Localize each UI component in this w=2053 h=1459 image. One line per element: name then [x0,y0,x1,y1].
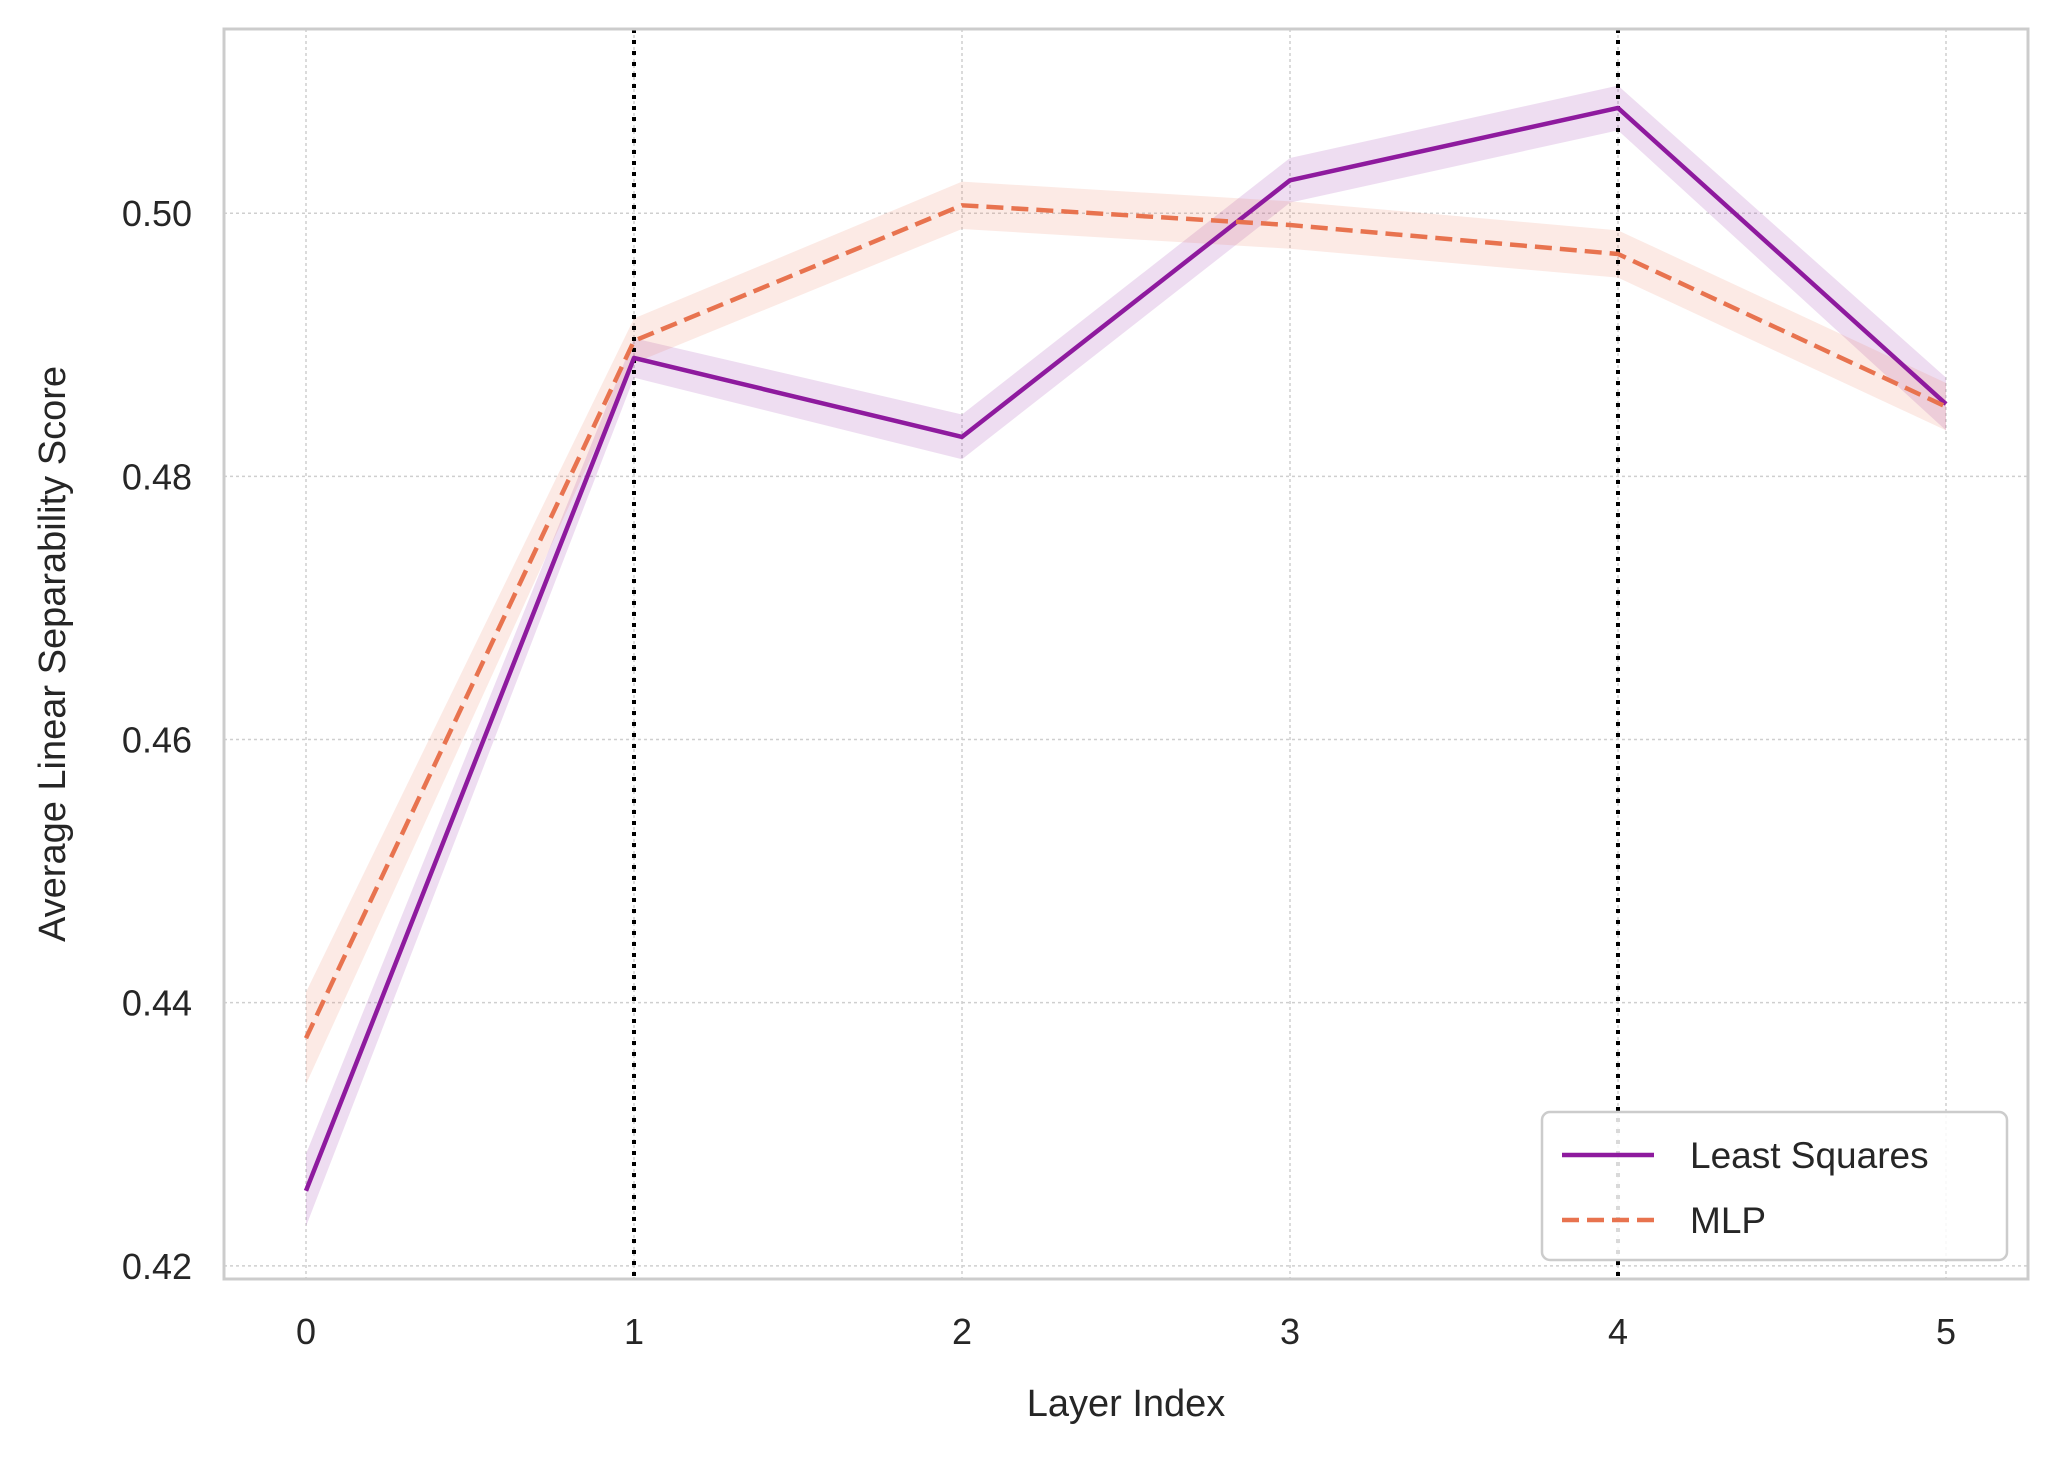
y-tick-label: 0.48 [122,456,192,497]
x-tick-label: 5 [1936,1311,1956,1352]
x-tick-label: 1 [624,1311,644,1352]
x-tick-label: 2 [952,1311,972,1352]
series-lines [303,105,1948,1192]
plot-frame [222,27,2030,1281]
y-tick-label: 0.50 [122,193,192,234]
series-line [303,203,1947,1040]
y-tick-label: 0.46 [122,720,192,761]
x-axis-label: Layer Index [1027,1383,1226,1425]
tick-labels: 0 1 2 3 4 5 0.42 0.44 0.46 0.48 0.50 [122,193,1956,1352]
legend-label: Least Squares [1690,1135,1929,1176]
x-tick-label: 4 [1608,1311,1628,1352]
y-axis-label: Average Linear Separability Score [32,366,74,942]
legend-box [1540,1110,2009,1262]
confidence-bands [306,85,1946,1227]
y-tick-label: 0.44 [122,983,192,1024]
legend: Least Squares MLP [1540,1110,2009,1262]
legend-label: MLP [1690,1200,1766,1241]
y-tick-label: 0.42 [122,1246,192,1287]
x-tick-label: 3 [1280,1311,1300,1352]
x-tick-label: 0 [296,1311,316,1352]
series-line [303,105,1948,1192]
series-band [306,85,1946,1227]
